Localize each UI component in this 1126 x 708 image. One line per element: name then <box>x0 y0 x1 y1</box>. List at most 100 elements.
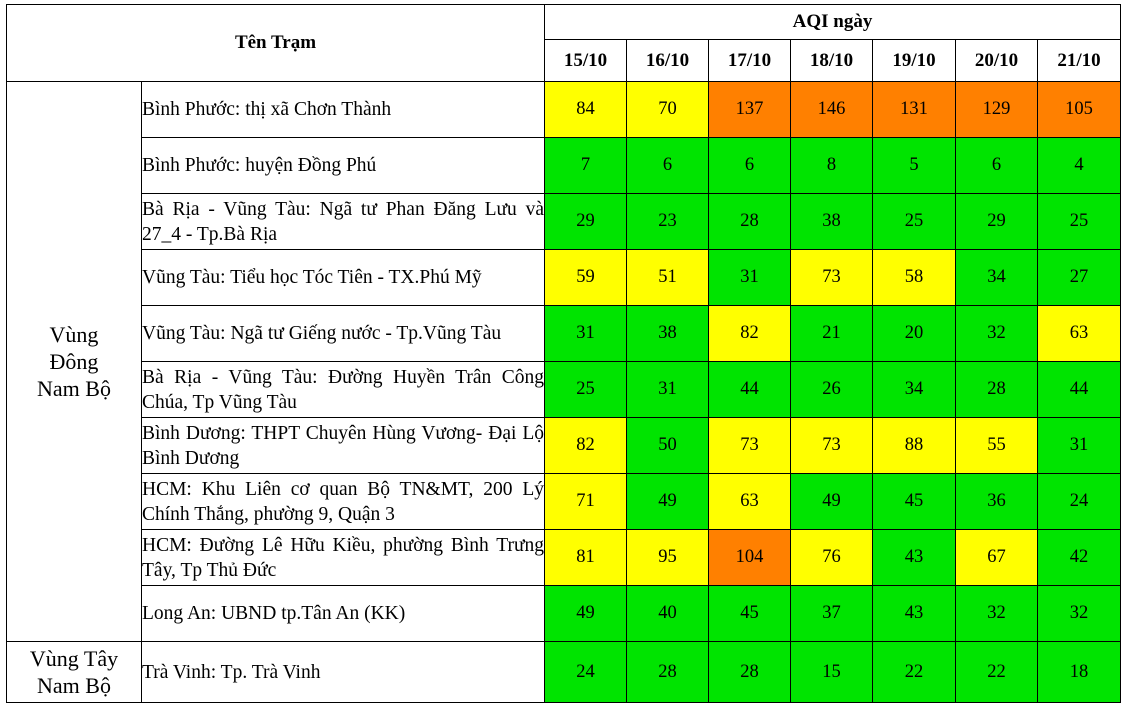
region-name-line: Đông <box>49 349 99 374</box>
aqi-value-cell: 25 <box>872 193 957 250</box>
region-name-line: Vùng <box>49 322 99 347</box>
aqi-value-cell: 55 <box>955 417 1039 474</box>
station-name: Bà Rịa - Vũng Tàu: Ngã tư Phan Đăng Lưu … <box>140 193 546 250</box>
table-row: HCM: Đường Lê Hữu Kiều, phường Bình Trưn… <box>7 529 1122 586</box>
region-cell: Vùng Đông Nam Bộ <box>6 81 142 642</box>
aqi-value-cell: 6 <box>708 137 792 194</box>
region-name-line: Vùng Tây <box>29 646 119 671</box>
aqi-value-cell: 32 <box>955 305 1039 362</box>
aqi-value-cell: 137 <box>708 81 792 138</box>
aqi-value-cell: 105 <box>1037 81 1122 138</box>
table-row: Bình Phước: huyện Đồng Phú 7 6 6 8 5 6 4 <box>7 137 1122 194</box>
table-row: HCM: Khu Liên cơ quan Bộ TN&MT, 200 Lý C… <box>7 473 1122 530</box>
aqi-value-cell: 104 <box>708 529 792 586</box>
aqi-value-cell: 146 <box>790 81 874 138</box>
aqi-value-cell: 58 <box>872 249 957 306</box>
aqi-value-cell: 29 <box>955 193 1039 250</box>
station-name: HCM: Khu Liên cơ quan Bộ TN&MT, 200 Lý C… <box>140 473 546 530</box>
aqi-table: Tên Trạm AQI ngày 15/10 16/10 17/10 18/1… <box>5 4 1122 703</box>
aqi-value-cell: 21 <box>790 305 874 362</box>
aqi-value-cell: 37 <box>790 585 874 642</box>
aqi-value-cell: 22 <box>955 641 1039 703</box>
aqi-value-cell: 40 <box>626 585 710 642</box>
aqi-value-cell: 29 <box>544 193 628 250</box>
aqi-value-cell: 82 <box>544 417 628 474</box>
aqi-value-cell: 28 <box>708 193 792 250</box>
region-cell: Vùng Tây Nam Bộ <box>6 641 142 703</box>
aqi-value-cell: 6 <box>955 137 1039 194</box>
aqi-value-cell: 73 <box>790 249 874 306</box>
station-column-header: Tên Trạm <box>5 4 546 82</box>
table-row: Long An: UBND tp.Tân An (KK) 49 40 45 37 43 32… <box>7 585 1122 642</box>
aqi-value-cell: 44 <box>708 361 792 418</box>
aqi-value-cell: 43 <box>872 529 957 586</box>
aqi-value-cell: 50 <box>626 417 710 474</box>
aqi-value-cell: 81 <box>544 529 628 586</box>
table-row: Vũng Tàu: Tiểu học Tóc Tiên - TX.Phú Mỹ 5… <box>7 249 1122 306</box>
aqi-value-cell: 27 <box>1037 249 1122 306</box>
aqi-value-cell: 31 <box>708 249 792 306</box>
aqi-value-cell: 63 <box>708 473 792 530</box>
aqi-value-cell: 129 <box>955 81 1039 138</box>
station-name: Bình Phước: thị xã Chơn Thành <box>140 81 546 138</box>
table-body: Vùng Đông Nam Bộ Bình Phước: thị xã Chơn Th… <box>6 81 1122 703</box>
aqi-value-cell: 20 <box>872 305 957 362</box>
aqi-value-cell: 24 <box>544 641 628 703</box>
region-name-line: Nam Bộ <box>37 673 111 698</box>
aqi-value-cell: 59 <box>544 249 628 306</box>
date-header: 21/10 <box>1037 39 1122 82</box>
table-row: Vùng Tây Nam Bộ Trà Vinh: Tp. Trà Vinh 24 28… <box>6 641 1122 703</box>
table-row: Vũng Tàu: Ngã tư Giếng nước - Tp.Vũng Tà… <box>7 305 1122 362</box>
aqi-value-cell: 38 <box>626 305 710 362</box>
region-name-line: Nam Bộ <box>37 376 111 401</box>
aqi-value-cell: 51 <box>626 249 710 306</box>
aqi-value-cell: 32 <box>955 585 1039 642</box>
station-name: Long An: UBND tp.Tân An (KK) <box>140 585 546 642</box>
aqi-value-cell: 7 <box>544 137 628 194</box>
table-row: Bà Rịa - Vũng Tàu: Đường Huyền Trân Công… <box>7 361 1122 418</box>
aqi-value-cell: 26 <box>790 361 874 418</box>
aqi-value-cell: 49 <box>626 473 710 530</box>
table-header: Tên Trạm AQI ngày 15/10 16/10 17/10 18/1… <box>5 4 1122 82</box>
aqi-value-cell: 67 <box>955 529 1039 586</box>
station-name: HCM: Đường Lê Hữu Kiều, phường Bình Trưn… <box>140 529 546 586</box>
aqi-value-cell: 28 <box>626 641 710 703</box>
aqi-value-cell: 18 <box>1037 641 1122 703</box>
aqi-value-cell: 6 <box>626 137 710 194</box>
aqi-value-cell: 88 <box>872 417 957 474</box>
table-row: Vùng Đông Nam Bộ Bình Phước: thị xã Chơn Th… <box>6 81 1122 642</box>
aqi-value-cell: 23 <box>626 193 710 250</box>
aqi-value-cell: 70 <box>626 81 710 138</box>
date-header: 15/10 <box>544 39 628 82</box>
station-name: Vũng Tàu: Tiểu học Tóc Tiên - TX.Phú Mỹ <box>140 249 546 306</box>
aqi-value-cell: 76 <box>790 529 874 586</box>
aqi-value-cell: 45 <box>708 585 792 642</box>
aqi-value-cell: 43 <box>872 585 957 642</box>
aqi-value-cell: 31 <box>626 361 710 418</box>
aqi-value-cell: 131 <box>872 81 957 138</box>
aqi-value-cell: 34 <box>872 361 957 418</box>
station-name: Vũng Tàu: Ngã tư Giếng nước - Tp.Vũng Tà… <box>140 305 546 362</box>
date-header: 18/10 <box>790 39 874 82</box>
aqi-value-cell: 31 <box>1037 417 1122 474</box>
aqi-value-cell: 31 <box>544 305 628 362</box>
aqi-value-cell: 44 <box>1037 361 1122 418</box>
aqi-value-cell: 24 <box>1037 473 1122 530</box>
station-name: Bà Rịa - Vũng Tàu: Đường Huyền Trân Công… <box>140 361 546 418</box>
aqi-value-cell: 34 <box>955 249 1039 306</box>
aqi-value-cell: 25 <box>1037 193 1122 250</box>
date-header: 17/10 <box>708 39 792 82</box>
aqi-value-cell: 28 <box>708 641 792 703</box>
aqi-value-cell: 5 <box>872 137 957 194</box>
aqi-value-cell: 45 <box>872 473 957 530</box>
aqi-value-cell: 38 <box>790 193 874 250</box>
station-name: Bình Dương: THPT Chuyên Hùng Vương- Đại … <box>140 417 546 474</box>
station-name: Bình Phước: huyện Đồng Phú <box>140 137 546 194</box>
aqi-value-cell: 63 <box>1037 305 1122 362</box>
aqi-value-cell: 95 <box>626 529 710 586</box>
aqi-value-cell: 42 <box>1037 529 1122 586</box>
aqi-value-cell: 49 <box>544 585 628 642</box>
aqi-group-header: AQI ngày <box>544 4 1122 40</box>
aqi-value-cell: 25 <box>544 361 628 418</box>
aqi-value-cell: 84 <box>544 81 628 138</box>
